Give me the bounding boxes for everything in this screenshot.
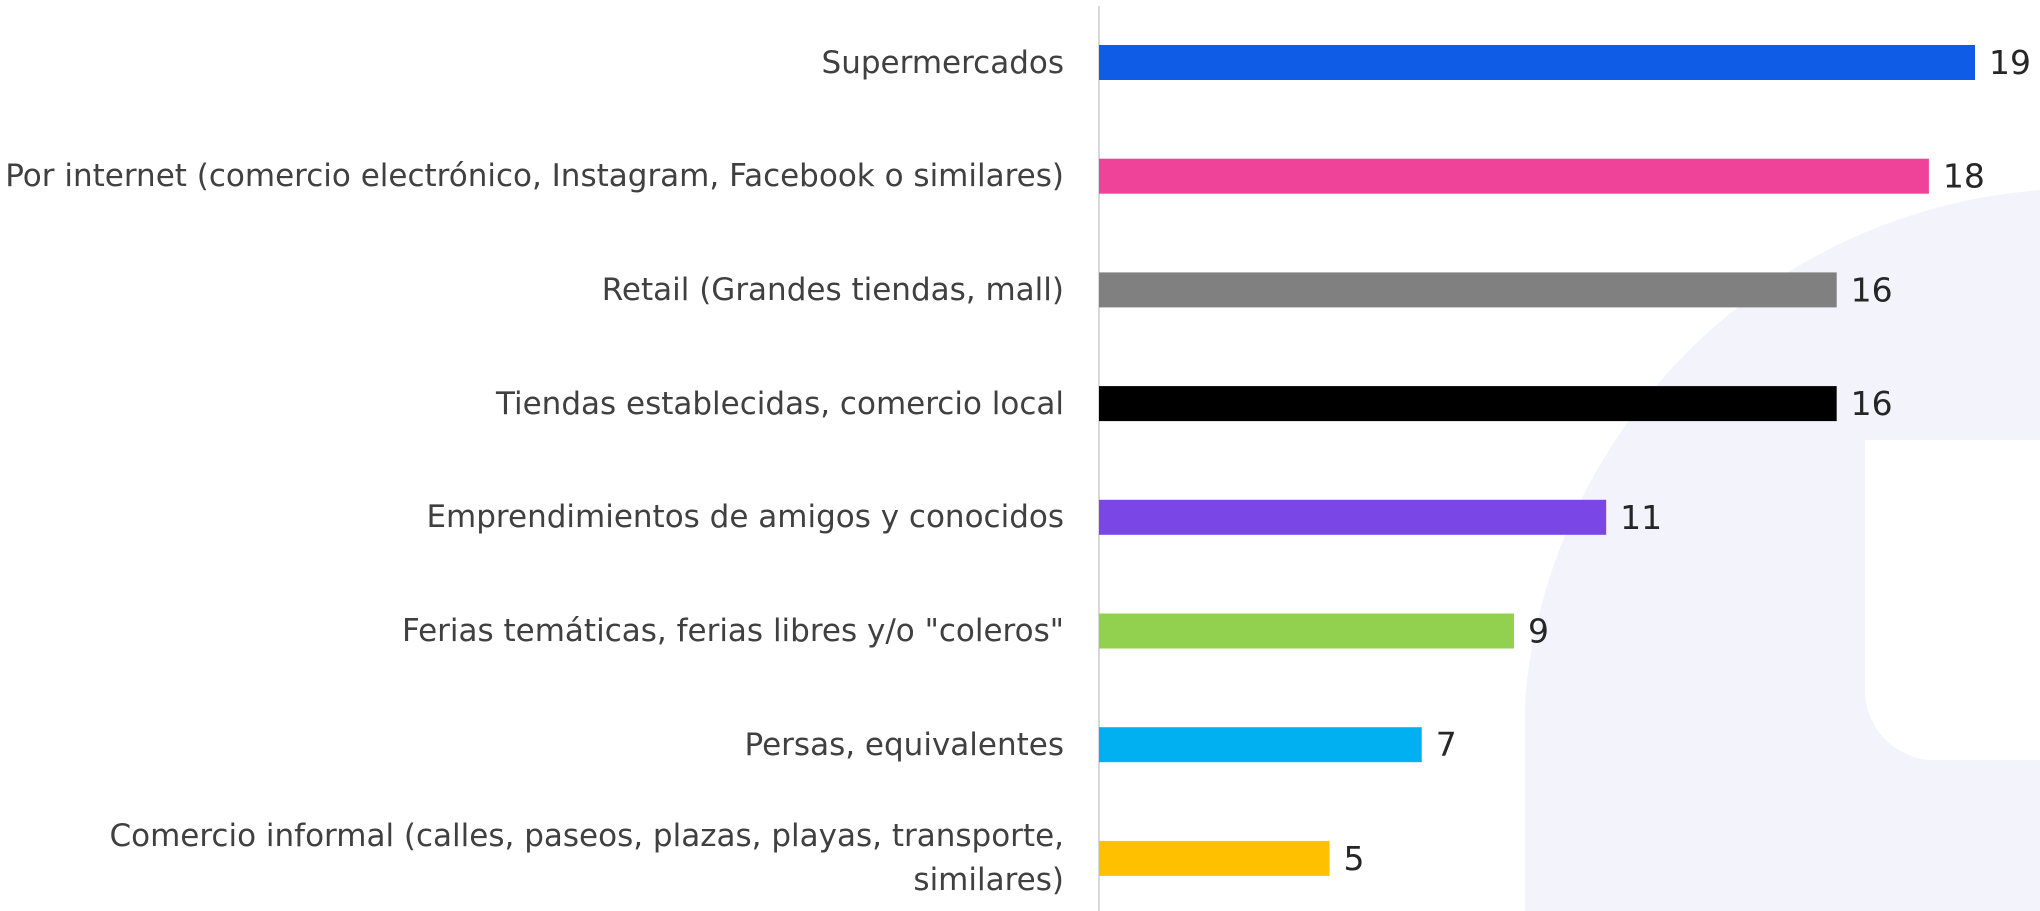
category-label: Ferias temáticas, ferias libres y/o "col… bbox=[401, 613, 1064, 649]
category-label: Por internet (comercio electrónico, Inst… bbox=[5, 158, 1064, 195]
value-label: 19 bbox=[1989, 43, 2031, 82]
bar bbox=[1099, 386, 1837, 422]
category-label: Tiendas establecidas, comercio local bbox=[496, 385, 1064, 422]
bar bbox=[1099, 727, 1422, 763]
category-label: Retail (Grandes tiendas, mall) bbox=[601, 271, 1064, 308]
bar bbox=[1099, 45, 1975, 80]
bar bbox=[1099, 840, 1330, 876]
bar bbox=[1099, 272, 1837, 308]
category-label: Supermercados bbox=[821, 44, 1064, 81]
value-label: 16 bbox=[1851, 270, 1893, 309]
value-label: 7 bbox=[1436, 725, 1457, 764]
bar bbox=[1099, 613, 1514, 649]
value-label: 16 bbox=[1851, 384, 1893, 423]
value-label: 18 bbox=[1943, 157, 1985, 196]
bar bbox=[1099, 158, 1929, 194]
category-label: Comercio informal (calles, paseos, plaza… bbox=[109, 818, 1064, 899]
value-label: 9 bbox=[1528, 612, 1549, 651]
value-label: 11 bbox=[1620, 498, 1662, 537]
value-label: 5 bbox=[1344, 839, 1365, 878]
background-shape bbox=[1864, 440, 2040, 760]
category-label: Persas, equivalentes bbox=[744, 726, 1064, 763]
bar bbox=[1099, 499, 1607, 535]
category-label: Emprendimientos de amigos y conocidos bbox=[426, 499, 1064, 536]
